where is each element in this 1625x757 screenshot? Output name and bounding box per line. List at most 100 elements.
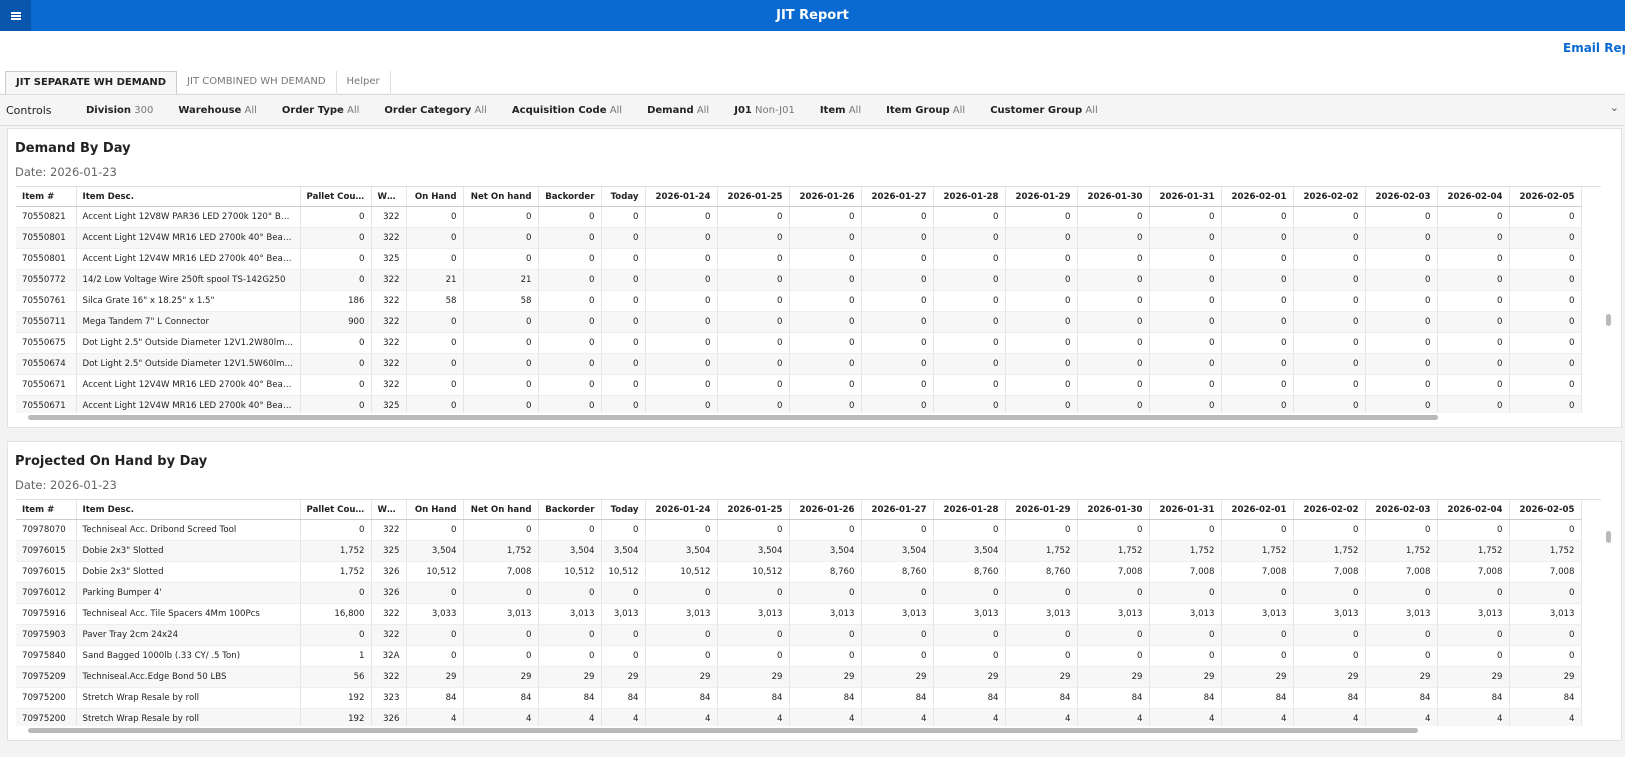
- column-header[interactable]: Backorder: [538, 187, 602, 207]
- table-cell: 0: [1365, 227, 1438, 249]
- table-cell: 0: [538, 332, 602, 354]
- column-header[interactable]: 2026-01-27: [861, 187, 934, 207]
- table-cell: 322: [371, 353, 407, 375]
- column-header[interactable]: 2026-01-28: [933, 187, 1006, 207]
- table-cell: 3,504: [789, 540, 862, 562]
- vertical-scrollbar[interactable]: [1604, 499, 1613, 725]
- table-cell: 70550671: [16, 395, 77, 413]
- column-header[interactable]: 2026-02-03: [1365, 500, 1438, 520]
- horizontal-scrollbar[interactable]: [16, 726, 1601, 735]
- column-header[interactable]: 2026-02-05: [1509, 500, 1582, 520]
- table-cell: 0: [1221, 374, 1294, 396]
- table-cell: 0: [1149, 332, 1222, 354]
- table-cell: Paver Tray 2cm 24x24: [76, 624, 301, 646]
- column-header[interactable]: 2026-02-05: [1509, 187, 1582, 207]
- column-header[interactable]: Item Desc.: [76, 500, 301, 520]
- table-cell: 0: [1365, 582, 1438, 604]
- column-header[interactable]: Item Desc.: [76, 187, 301, 207]
- column-header[interactable]: 2026-02-02: [1293, 500, 1366, 520]
- table-cell: 0: [1005, 395, 1078, 413]
- tab[interactable]: Helper: [337, 71, 391, 93]
- column-header[interactable]: Pallet Count: [300, 500, 372, 520]
- column-header[interactable]: 2026-02-02: [1293, 187, 1366, 207]
- filter[interactable]: Acquisition Code All: [512, 105, 622, 116]
- column-header[interactable]: 2026-02-04: [1437, 500, 1510, 520]
- panel-date: Date: 2026-01-23: [15, 165, 117, 179]
- filter[interactable]: Item All: [820, 105, 861, 116]
- table-cell: 0: [406, 519, 464, 541]
- column-header[interactable]: 2026-01-25: [717, 500, 790, 520]
- scroll-thumb[interactable]: [28, 728, 1418, 733]
- column-header[interactable]: 2026-01-26: [789, 187, 862, 207]
- table-cell: 0: [538, 353, 602, 375]
- table-cell: 7,008: [1149, 561, 1222, 583]
- tab[interactable]: JIT COMBINED WH DEMAND: [177, 71, 337, 93]
- column-header[interactable]: 2026-01-24: [645, 500, 718, 520]
- filter[interactable]: J01 Non-J01: [734, 105, 795, 116]
- table-cell: 322: [371, 290, 407, 312]
- column-header[interactable]: Backorder: [538, 500, 602, 520]
- column-header[interactable]: 2026-01-26: [789, 500, 862, 520]
- column-header[interactable]: Net On hand: [463, 500, 539, 520]
- filter[interactable]: Item Group All: [886, 105, 965, 116]
- table-cell: 0: [645, 624, 718, 646]
- table-cell: 84: [1077, 687, 1150, 709]
- column-header[interactable]: 2026-01-27: [861, 500, 934, 520]
- table-cell: 0: [1509, 311, 1582, 333]
- expand-chevron[interactable]: ⌄: [1609, 101, 1619, 114]
- app-title: JIT Report: [776, 8, 849, 23]
- column-header[interactable]: Item #: [16, 187, 77, 207]
- column-header[interactable]: 2026-01-24: [645, 187, 718, 207]
- filter-value: All: [244, 104, 257, 116]
- column-header[interactable]: 2026-01-29: [1005, 500, 1078, 520]
- table-cell: 322: [371, 227, 407, 249]
- filter[interactable]: Order Type All: [282, 105, 359, 116]
- column-header[interactable]: Whs.: [371, 187, 407, 207]
- table-cell: 3,013: [1509, 603, 1582, 625]
- scroll-thumb[interactable]: [1606, 314, 1611, 326]
- column-header[interactable]: On Hand: [406, 500, 464, 520]
- filter[interactable]: Customer Group All: [990, 105, 1098, 116]
- column-header[interactable]: Whs.: [371, 500, 407, 520]
- table-cell: 7,008: [1437, 561, 1510, 583]
- column-header[interactable]: 2026-02-01: [1221, 187, 1294, 207]
- filter[interactable]: Order Category All: [384, 105, 487, 116]
- column-header[interactable]: Pallet Count: [300, 187, 372, 207]
- horizontal-scrollbar[interactable]: [16, 413, 1601, 422]
- table-cell: 1,752: [1149, 540, 1222, 562]
- table-cell: 322: [371, 206, 407, 228]
- table-cell: 4: [538, 708, 602, 726]
- column-header[interactable]: 2026-02-03: [1365, 187, 1438, 207]
- column-header[interactable]: 2026-01-28: [933, 500, 1006, 520]
- table-cell: 0: [601, 269, 646, 291]
- column-header[interactable]: Item #: [16, 500, 77, 520]
- table-cell: Accent Light 12V8W PAR36 LED 2700k 120° …: [76, 206, 301, 228]
- column-header[interactable]: Net On hand: [463, 187, 539, 207]
- table-cell: 29: [645, 666, 718, 688]
- column-header[interactable]: 2026-01-29: [1005, 187, 1078, 207]
- filter[interactable]: Warehouse All: [178, 105, 257, 116]
- column-header[interactable]: 2026-01-25: [717, 187, 790, 207]
- column-header[interactable]: 2026-01-31: [1149, 187, 1222, 207]
- column-header[interactable]: Today: [601, 187, 646, 207]
- column-header[interactable]: 2026-01-30: [1077, 187, 1150, 207]
- table-cell: 70975200: [16, 687, 77, 709]
- vertical-scrollbar[interactable]: [1604, 186, 1613, 412]
- menu-button[interactable]: [0, 0, 31, 31]
- table-cell: 0: [1005, 269, 1078, 291]
- table-cell: 0: [933, 206, 1006, 228]
- filter[interactable]: Demand All: [647, 105, 709, 116]
- column-header[interactable]: 2026-01-31: [1149, 500, 1222, 520]
- table-cell: 70550801: [16, 227, 77, 249]
- scroll-thumb[interactable]: [1606, 531, 1611, 543]
- table-cell: 0: [406, 248, 464, 270]
- email-report-link[interactable]: Email Report: [1563, 41, 1625, 55]
- column-header[interactable]: 2026-02-04: [1437, 187, 1510, 207]
- tab[interactable]: JIT SEPARATE WH DEMAND: [5, 71, 178, 94]
- column-header[interactable]: 2026-02-01: [1221, 500, 1294, 520]
- column-header[interactable]: 2026-01-30: [1077, 500, 1150, 520]
- scroll-thumb[interactable]: [28, 415, 1438, 420]
- column-header[interactable]: Today: [601, 500, 646, 520]
- column-header[interactable]: On Hand: [406, 187, 464, 207]
- filter[interactable]: Division 300: [86, 105, 153, 116]
